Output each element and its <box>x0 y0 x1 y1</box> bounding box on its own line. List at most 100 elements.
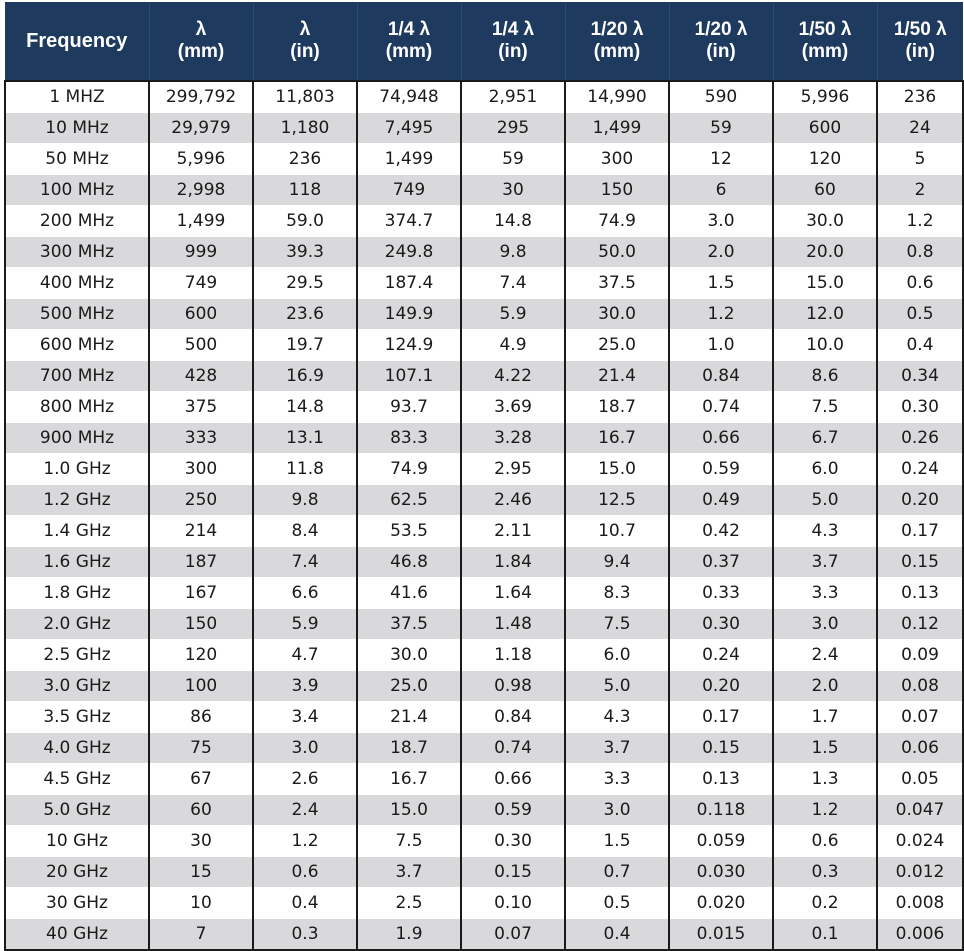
value-cell: 16.7 <box>356 763 461 795</box>
frequency-cell: 400 MHz <box>4 267 149 299</box>
value-cell: 5,996 <box>772 81 877 113</box>
value-cell: 8.6 <box>772 360 877 392</box>
frequency-cell: 3.5 GHz <box>4 701 149 733</box>
value-cell: 7.5 <box>772 391 877 423</box>
value-cell: 1.2 <box>876 205 964 237</box>
value-cell: 0.05 <box>876 763 964 795</box>
value-cell: 500 <box>148 329 253 361</box>
value-cell: 5 <box>876 143 964 175</box>
value-cell: 0.015 <box>668 918 773 951</box>
column-header: 1/50 λ (in) <box>876 2 963 82</box>
value-cell: 0.008 <box>876 887 964 919</box>
column-header-line2: (mm) <box>385 41 433 62</box>
value-cell: 12.0 <box>772 298 877 330</box>
value-cell: 1.2 <box>668 298 773 330</box>
value-cell: 250 <box>148 484 253 516</box>
value-cell: 0.10 <box>460 887 565 919</box>
value-cell: 0.118 <box>668 794 773 826</box>
value-cell: 7 <box>148 918 253 951</box>
value-cell: 0.24 <box>876 453 964 485</box>
value-cell: 1.0 <box>668 329 773 361</box>
value-cell: 249.8 <box>356 236 461 268</box>
value-cell: 37.5 <box>564 267 669 299</box>
value-cell: 0.8 <box>876 236 964 268</box>
value-cell: 5.0 <box>772 484 877 516</box>
value-cell: 150 <box>148 608 253 640</box>
column-header: λ (in) <box>252 2 357 82</box>
value-cell: 0.4 <box>564 918 669 951</box>
value-cell: 6.7 <box>772 422 877 454</box>
value-cell: 0.006 <box>876 918 964 951</box>
table-header: Frequency λ (mm) λ (in) 1/4 λ (mm) 1/4 λ (in) 1/2… <box>5 2 963 82</box>
value-cell: 0.12 <box>876 608 964 640</box>
value-cell: 333 <box>148 422 253 454</box>
value-cell: 5.0 <box>564 670 669 702</box>
value-cell: 74.9 <box>564 205 669 237</box>
value-cell: 0.34 <box>876 360 964 392</box>
value-cell: 295 <box>460 112 565 144</box>
value-cell: 3.28 <box>460 422 565 454</box>
header-row: Frequency λ (mm) λ (in) 1/4 λ (mm) 1/4 λ (in) 1/2… <box>5 2 963 82</box>
value-cell: 4.22 <box>460 360 565 392</box>
value-cell: 0.13 <box>876 577 964 609</box>
value-cell: 1.48 <box>460 608 565 640</box>
value-cell: 23.6 <box>252 298 357 330</box>
value-cell: 18.7 <box>356 732 461 764</box>
column-header-line2: (mm) <box>177 41 225 62</box>
frequency-cell: 1.8 GHz <box>4 577 149 609</box>
value-cell: 0.07 <box>876 701 964 733</box>
value-cell: 29.5 <box>252 267 357 299</box>
value-cell: 0.59 <box>668 453 773 485</box>
value-cell: 11,803 <box>252 81 357 113</box>
value-cell: 8.4 <box>252 515 357 547</box>
value-cell: 3.7 <box>356 856 461 888</box>
value-cell: 0.15 <box>668 732 773 764</box>
value-cell: 15.0 <box>356 794 461 826</box>
column-header-line2: (mm) <box>593 41 641 62</box>
value-cell: 3.0 <box>668 205 773 237</box>
frequency-cell: 600 MHz <box>4 329 149 361</box>
value-cell: 18.7 <box>564 391 669 423</box>
value-cell: 0.7 <box>564 856 669 888</box>
value-cell: 299,792 <box>148 81 253 113</box>
table-row: 400 MHz 749 29.5 187.4 7.4 37.5 1.5 15.0 0.6 <box>4 267 964 299</box>
value-cell: 118 <box>252 174 357 206</box>
value-cell: 12 <box>668 143 773 175</box>
value-cell: 10.0 <box>772 329 877 361</box>
value-cell: 149.9 <box>356 298 461 330</box>
value-cell: 41.6 <box>356 577 461 609</box>
value-cell: 0.030 <box>668 856 773 888</box>
column-header-line1: 1/20 λ <box>694 19 748 40</box>
value-cell: 0.66 <box>668 422 773 454</box>
value-cell: 187.4 <box>356 267 461 299</box>
value-cell: 21.4 <box>356 701 461 733</box>
value-cell: 86 <box>148 701 253 733</box>
value-cell: 6.0 <box>772 453 877 485</box>
value-cell: 0.20 <box>668 670 773 702</box>
value-cell: 53.5 <box>356 515 461 547</box>
value-cell: 15.0 <box>564 453 669 485</box>
value-cell: 4.3 <box>772 515 877 547</box>
value-cell: 39.3 <box>252 236 357 268</box>
value-cell: 30.0 <box>772 205 877 237</box>
frequency-cell: 700 MHz <box>4 360 149 392</box>
value-cell: 30.0 <box>564 298 669 330</box>
table-row: 3.0 GHz 100 3.9 25.0 0.98 5.0 0.20 2.0 0.08 <box>4 670 964 702</box>
value-cell: 0.13 <box>668 763 773 795</box>
value-cell: 11.8 <box>252 453 357 485</box>
value-cell: 1.7 <box>772 701 877 733</box>
value-cell: 2.4 <box>772 639 877 671</box>
column-header-line2: (mm) <box>801 41 849 62</box>
table-row: 2.5 GHz 120 4.7 30.0 1.18 6.0 0.24 2.4 0.09 <box>4 639 964 671</box>
frequency-cell: 5.0 GHz <box>4 794 149 826</box>
value-cell: 6.0 <box>564 639 669 671</box>
value-cell: 3.7 <box>772 546 877 578</box>
value-cell: 8.3 <box>564 577 669 609</box>
table-row: 800 MHz 375 14.8 93.7 3.69 18.7 0.74 7.5 0.30 <box>4 391 964 423</box>
value-cell: 0.6 <box>252 856 357 888</box>
value-cell: 600 <box>772 112 877 144</box>
value-cell: 0.30 <box>460 825 565 857</box>
frequency-cell: 900 MHz <box>4 422 149 454</box>
table-row: 1.6 GHz 187 7.4 46.8 1.84 9.4 0.37 3.7 0.15 <box>4 546 964 578</box>
value-cell: 5.9 <box>252 608 357 640</box>
